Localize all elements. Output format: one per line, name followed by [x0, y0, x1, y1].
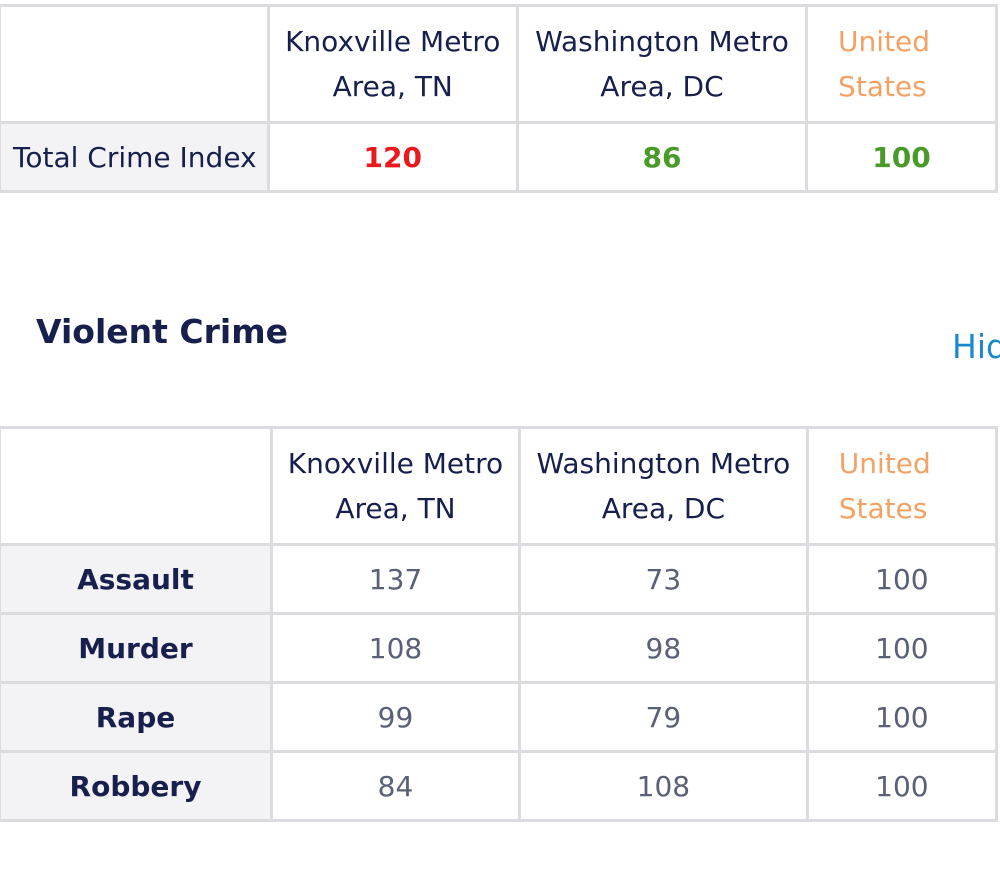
table-cell: 100 [805, 750, 999, 822]
total-value-washington: 86 [515, 121, 809, 193]
table-row: Rape 99 79 100 [0, 681, 999, 753]
column-header-washington: Washington Metro Area, DC [515, 4, 809, 124]
section-title-violent-crime: Violent Crime [36, 312, 288, 351]
column-header-united-states: United States [805, 426, 999, 546]
table-cell: 73 [517, 543, 809, 615]
row-label-murder: Murder [0, 612, 273, 684]
row-label-rape: Rape [0, 681, 273, 753]
empty-header-cell [0, 4, 270, 124]
hide-link[interactable]: Hide [952, 327, 1000, 366]
table-row: Murder 108 98 100 [0, 612, 999, 684]
table-cell: 108 [269, 612, 521, 684]
column-header-united-states: United States [805, 4, 998, 124]
row-label-total-crime-index: Total Crime Index [0, 121, 270, 193]
row-label-assault: Assault [0, 543, 273, 615]
violent-crime-table: Knoxville Metro Area, TN Washington Metr… [0, 426, 999, 822]
table-cell: 100 [805, 543, 999, 615]
table-cell: 98 [517, 612, 809, 684]
table-cell: 137 [269, 543, 521, 615]
table-row: Total Crime Index 120 86 100 [0, 121, 998, 193]
table-cell: 100 [805, 681, 999, 753]
total-value-united-states: 100 [805, 121, 998, 193]
table-row: Robbery 84 108 100 [0, 750, 999, 822]
table-cell: 84 [269, 750, 521, 822]
column-header-knoxville: Knoxville Metro Area, TN [269, 426, 521, 546]
table-header-row: Knoxville Metro Area, TN Washington Metr… [0, 426, 999, 546]
table-cell: 100 [805, 612, 999, 684]
column-header-knoxville: Knoxville Metro Area, TN [266, 4, 519, 124]
table-header-row: Knoxville Metro Area, TN Washington Metr… [0, 4, 998, 124]
table-cell: 108 [517, 750, 809, 822]
table-row: Assault 137 73 100 [0, 543, 999, 615]
total-value-knoxville: 120 [266, 121, 519, 193]
total-crime-table: Knoxville Metro Area, TN Washington Metr… [0, 4, 998, 193]
table-cell: 99 [269, 681, 521, 753]
empty-header-cell [0, 426, 273, 546]
row-label-robbery: Robbery [0, 750, 273, 822]
column-header-washington: Washington Metro Area, DC [517, 426, 809, 546]
table-cell: 79 [517, 681, 809, 753]
